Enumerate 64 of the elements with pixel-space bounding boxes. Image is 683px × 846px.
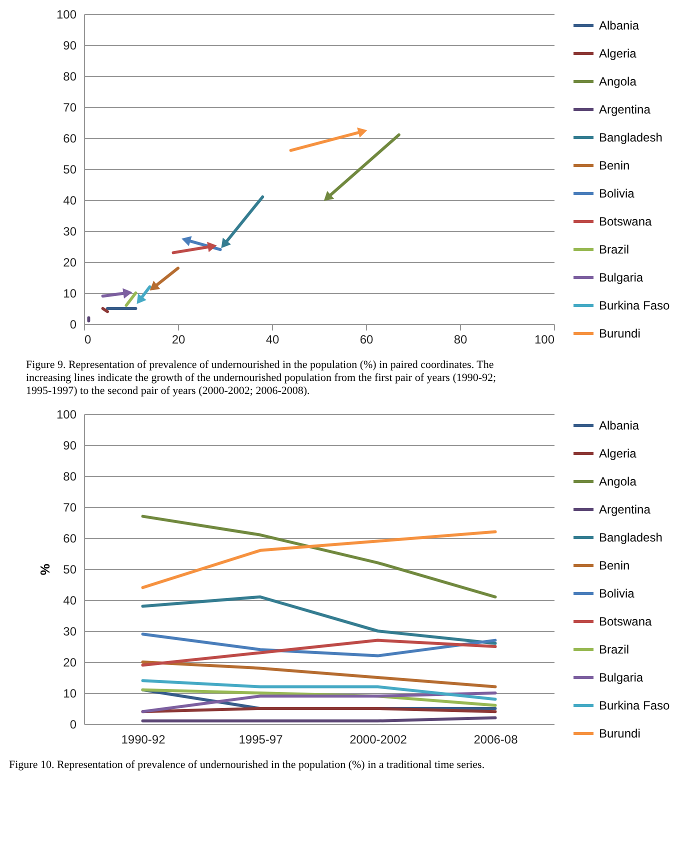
legend-label: Burundi — [599, 726, 640, 740]
y-tick-label: 20 — [63, 256, 77, 270]
line-series — [141, 514, 497, 598]
x-tick-label: 2000-2002 — [350, 732, 408, 746]
legend-label: Argentina — [599, 502, 651, 516]
y-tick-label: 30 — [63, 624, 77, 638]
legend-label: Bolivia — [599, 586, 635, 600]
legend-label: Brazil — [599, 642, 630, 656]
x-tick-label: 100 — [534, 332, 555, 346]
legend-label: Bangladesh — [599, 130, 662, 144]
legend-label: Argentina — [599, 102, 651, 116]
x-tick-label: 2006-08 — [474, 732, 518, 746]
x-tick-label: 40 — [266, 332, 280, 346]
legend-label: Burundi — [599, 326, 640, 340]
y-axis-title: % — [37, 563, 52, 576]
line-series — [141, 595, 497, 645]
y-tick-label: 70 — [63, 500, 77, 514]
legend-label: Algeria — [599, 46, 637, 60]
legend-label: Albania — [599, 418, 640, 432]
x-tick-label: 80 — [454, 332, 468, 346]
legend-label: Botswana — [599, 614, 652, 628]
legend-label: Brazil — [599, 242, 630, 256]
legend-label: Angola — [599, 474, 637, 488]
y-tick-label: 80 — [63, 70, 77, 84]
caption: Figure 9. Representation of prevalence of undernourished in the population (%) in paired coordinates. The increasing lines indicate the growth of the undernourished population from the first pair of years (1990-92; 1995-1997) to the second pair of years (2000-2002; 2006-2008). — [26, 359, 496, 397]
legend-label: Burkina Faso — [599, 298, 670, 312]
y-tick-label: 10 — [63, 286, 77, 300]
y-tick-label: 100 — [56, 8, 77, 22]
line-series — [141, 660, 497, 688]
line-series — [141, 530, 497, 590]
legend-label: Burkina Faso — [599, 698, 670, 712]
y-tick-label: 40 — [63, 194, 77, 208]
x-tick-label: 0 — [84, 332, 92, 346]
x-tick-label: 1990-92 — [121, 732, 166, 746]
line-series — [141, 638, 497, 667]
caption: Figure 10. Representation of prevalence of undernourished in the population (%) in a traditional time series. — [8, 759, 485, 771]
legend-label: Bulgaria — [599, 670, 644, 684]
y-tick-label: 40 — [63, 594, 77, 608]
legend-label: Botswana — [599, 214, 652, 228]
x-tick-label: 1995-97 — [238, 732, 284, 746]
legend-label: Benin — [599, 558, 630, 572]
y-tick-label: 70 — [63, 100, 77, 114]
legend-label: Albania — [599, 18, 640, 32]
x-tick-label: 20 — [172, 332, 186, 346]
y-tick-label: 30 — [63, 224, 77, 238]
y-tick-label: 60 — [63, 132, 77, 146]
y-tick-label: 100 — [56, 408, 77, 422]
legend-label: Angola — [599, 74, 637, 88]
legend-label: Algeria — [599, 446, 637, 460]
y-tick-label: 90 — [63, 438, 77, 452]
y-tick-label: 0 — [70, 318, 77, 332]
y-tick-label: 50 — [63, 162, 77, 176]
x-tick-label: 60 — [360, 332, 374, 346]
y-tick-label: 20 — [63, 656, 77, 670]
y-tick-label: 60 — [63, 532, 77, 546]
y-tick-label: 0 — [70, 718, 77, 732]
y-tick-label: 50 — [63, 562, 77, 576]
legend-label: Benin — [599, 158, 630, 172]
y-tick-label: 90 — [63, 38, 77, 52]
y-tick-label: 80 — [63, 470, 77, 484]
y-tick-label: 10 — [63, 686, 77, 700]
legend-label: Bolivia — [599, 186, 635, 200]
legend-label: Bangladesh — [599, 530, 662, 544]
legend-label: Bulgaria — [599, 270, 644, 284]
